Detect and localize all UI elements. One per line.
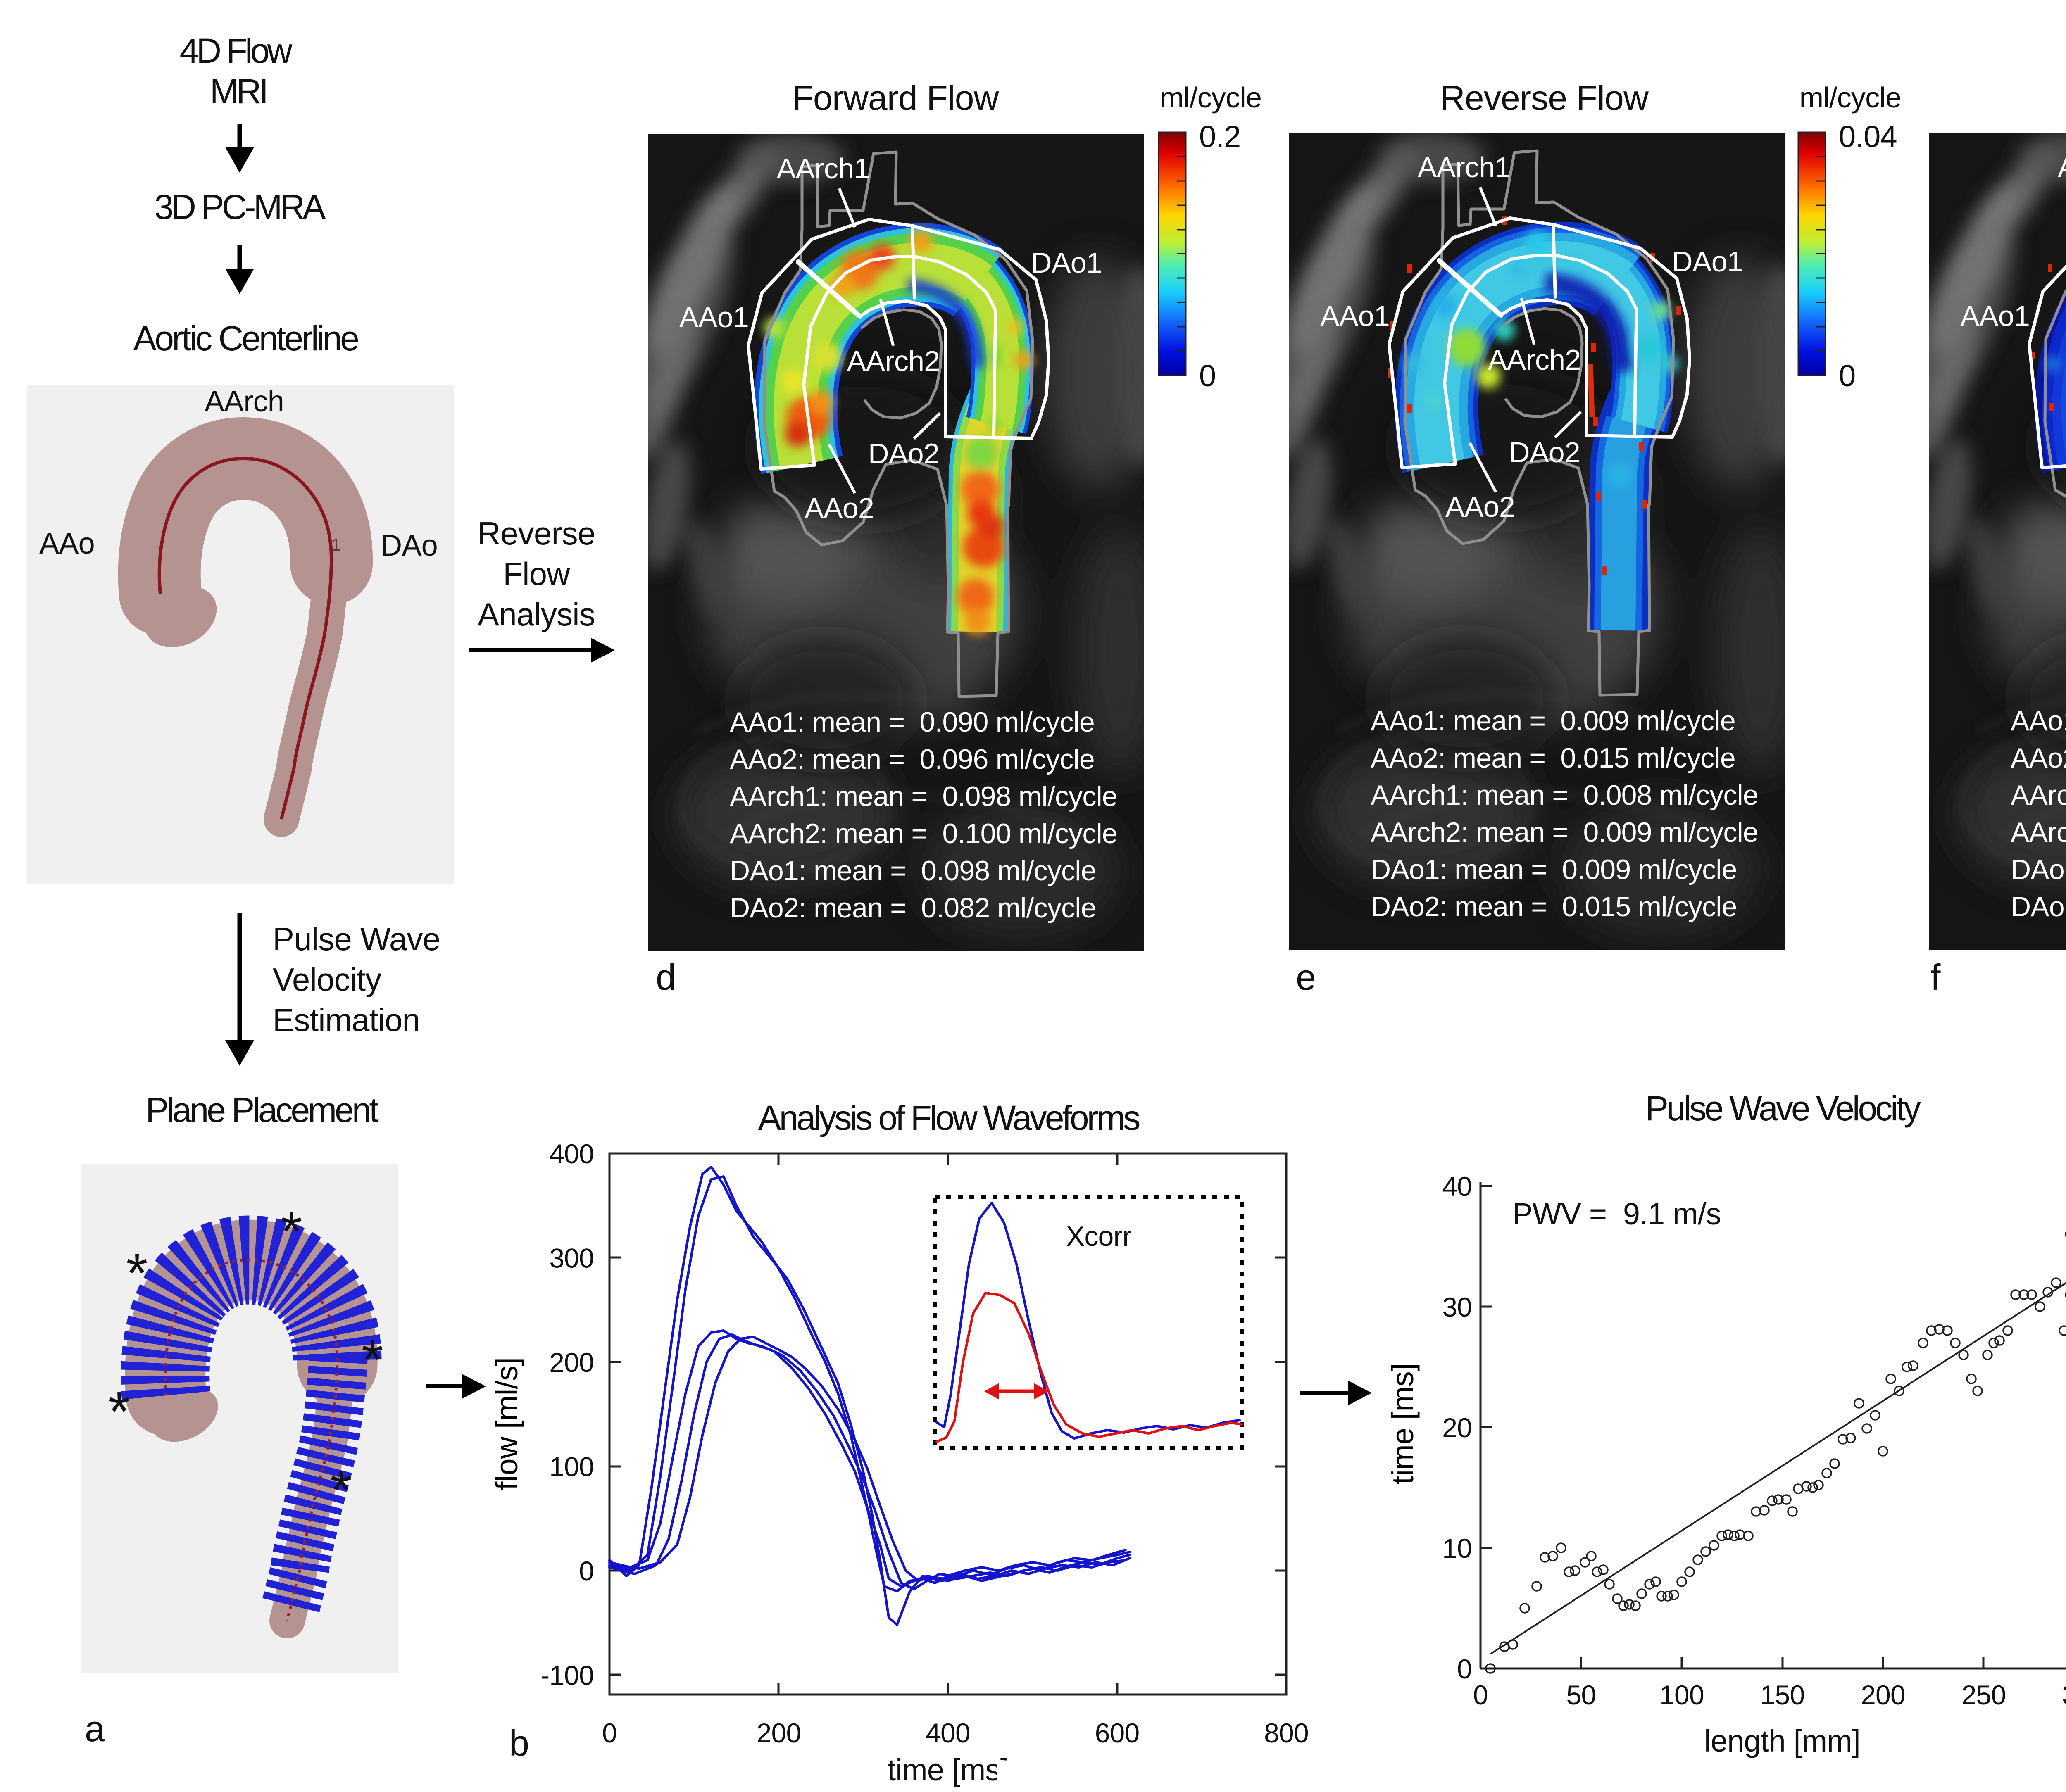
svg-text:Velocity: Velocity [273,961,381,998]
svg-text:400: 400 [549,1138,594,1169]
svg-text:Estimation: Estimation [273,1002,420,1038]
svg-text:flow [ml/s]: flow [ml/s] [490,1358,524,1490]
svg-text:Pulse Wave: Pulse Wave [273,921,440,957]
svg-text:ml/cycle: ml/cycle [1160,81,1261,114]
svg-text:DAo2: mean = 0.315: DAo2: mean = 0.315 [2011,891,2066,922]
svg-text:*: * [281,1200,302,1262]
svg-text:AAo2: mean = 0.096 ml/cycle: AAo2: mean = 0.096 ml/cycle [730,744,1095,775]
svg-text:DAo1: mean = 0.009 ml/cycle: DAo1: mean = 0.009 ml/cycle [1371,854,1737,885]
svg-text:Forward Flow: Forward Flow [792,78,999,117]
svg-text:AArch2: AArch2 [1488,344,1581,376]
svg-text:100: 100 [1659,1680,1704,1710]
svg-text:AAo2: mean = 0.015 ml/cycle: AAo2: mean = 0.015 ml/cycle [1371,742,1735,774]
svg-text:150: 150 [1760,1680,1805,1710]
svg-text:600: 600 [1095,1718,1140,1748]
svg-text:250: 250 [1961,1680,2006,1710]
svg-text:20: 20 [1442,1412,1472,1443]
svg-text:Flow: Flow [503,556,570,592]
svg-text:length [mm]: length [mm] [1704,1724,1860,1758]
svg-text:DAo2: mean = 0.015 ml/cycle: DAo2: mean = 0.015 ml/cycle [1371,891,1737,922]
svg-text:AAo: AAo [39,527,95,560]
svg-text:200: 200 [549,1347,594,1378]
svg-text:AAo2: AAo2 [805,492,874,524]
svg-text:800: 800 [1264,1718,1309,1748]
svg-text:AArch1: AArch1 [777,152,870,185]
svg-text:0: 0 [1457,1654,1472,1684]
svg-text:AArch2: mean = 0.100 ml/cycle: AArch2: mean = 0.100 ml/cycle [730,818,1117,849]
svg-text:3D PC-MRA: 3D PC-MRA [154,188,326,226]
svg-text:f: f [1930,957,1941,998]
svg-text:DAo1: mean = 0.098 ml/cycle: DAo1: mean = 0.098 ml/cycle [730,855,1096,886]
svg-text:AAo2: AAo2 [1445,491,1515,523]
svg-text:DAo2: DAo2 [868,437,939,470]
svg-text:AAo2: mean = 0.267: AAo2: mean = 0.267 [2011,742,2066,774]
svg-text:*: * [108,1380,130,1443]
svg-text:Pulse Wave Velocity: Pulse Wave Velocity [1645,1089,1921,1128]
svg-text:10: 10 [1442,1533,1472,1564]
svg-text:time [ms]: time [ms] [1385,1364,1420,1485]
svg-text:30: 30 [1442,1292,1472,1322]
svg-text:MRI: MRI [210,72,266,111]
svg-text:200: 200 [1861,1680,1905,1710]
svg-text:Reverse Flow: Reverse Flow [1440,78,1649,117]
svg-text:AArch2: mean = 0.120: AArch2: mean = 0.120 [2011,817,2066,848]
svg-text:AArch1: AArch1 [1418,151,1511,183]
svg-text:d: d [656,957,676,998]
svg-text:AAo1: mean = 0.090 ml/cycle: AAo1: mean = 0.090 ml/cycle [730,706,1095,738]
svg-text:AArch1: mean = 0.103: AArch1: mean = 0.103 [2011,780,2066,811]
svg-text:50: 50 [1566,1680,1596,1710]
svg-text:40: 40 [1442,1171,1472,1202]
svg-text:0.2: 0.2 [1199,119,1240,154]
svg-text:4D Flow: 4D Flow [180,31,293,70]
svg-text:c: c [1423,1749,1441,1790]
svg-text:Analysis of Flow Waveforms: Analysis of Flow Waveforms [758,1098,1140,1137]
svg-text:b: b [509,1723,529,1763]
svg-text:DAo1: mean = 0.120: DAo1: mean = 0.120 [2011,854,2066,885]
svg-text:AArch1: mean = 0.098 ml/cycle: AArch1: mean = 0.098 ml/cycle [730,781,1117,812]
svg-text:300: 300 [2062,1680,2066,1710]
svg-text:0: 0 [1839,359,1855,393]
svg-text:e: e [1296,957,1316,998]
svg-text:AArch1: AArch1 [2058,151,2066,183]
svg-text:AAo1: mean = 0.009 ml/cycle: AAo1: mean = 0.009 ml/cycle [1371,705,1735,737]
svg-text:200: 200 [757,1718,801,1748]
svg-text:400: 400 [926,1718,970,1748]
svg-text:AAo1: AAo1 [1320,300,1390,332]
svg-text:0: 0 [1473,1680,1488,1710]
svg-text:ml/cycle: ml/cycle [1799,81,1901,114]
svg-text:PWV = 9.1 m/s: PWV = 9.1 m/s [1512,1197,1721,1231]
svg-text:DAo1: DAo1 [1672,245,1743,278]
svg-text:100: 100 [549,1452,594,1482]
svg-text:300: 300 [549,1243,594,1274]
svg-text:0.04: 0.04 [1839,119,1897,154]
svg-text:Plane Placement: Plane Placement [145,1091,378,1129]
svg-text:DAo2: DAo2 [1509,436,1580,468]
svg-text:*: * [362,1329,383,1391]
svg-text:AAo1: AAo1 [1960,300,2030,332]
svg-text:0: 0 [602,1718,617,1748]
svg-text:DAo1: DAo1 [1031,247,1102,279]
svg-text:AArch1: mean = 0.008 ml/cycle: AArch1: mean = 0.008 ml/cycle [1371,780,1758,811]
svg-text:Analysis: Analysis [478,596,595,632]
svg-text:AAo1: mean = 0.163: AAo1: mean = 0.163 [2011,705,2066,737]
svg-text:*: * [330,1459,352,1521]
svg-text:-100: -100 [540,1660,594,1691]
svg-text:a: a [85,1708,105,1749]
svg-text:AArch2: mean = 0.009 ml/cycle: AArch2: mean = 0.009 ml/cycle [1371,817,1758,848]
svg-text:Xcorr: Xcorr [1066,1221,1132,1252]
svg-text:*: * [126,1242,148,1304]
svg-text:0: 0 [579,1556,594,1586]
svg-text:AArch2: AArch2 [847,345,940,377]
svg-text:Aortic Centerline: Aortic Centerline [133,319,358,358]
svg-text:AArch: AArch [205,385,284,418]
svg-text:DAo: DAo [381,529,438,562]
svg-text:1: 1 [331,535,341,554]
svg-text:DAo2: mean = 0.082 ml/cycle: DAo2: mean = 0.082 ml/cycle [730,892,1096,924]
svg-text:0: 0 [1199,359,1216,393]
svg-text:time [ms]: time [ms] [888,1753,1009,1787]
svg-text:AAo1: AAo1 [679,301,749,333]
svg-text:Reverse: Reverse [478,515,595,551]
